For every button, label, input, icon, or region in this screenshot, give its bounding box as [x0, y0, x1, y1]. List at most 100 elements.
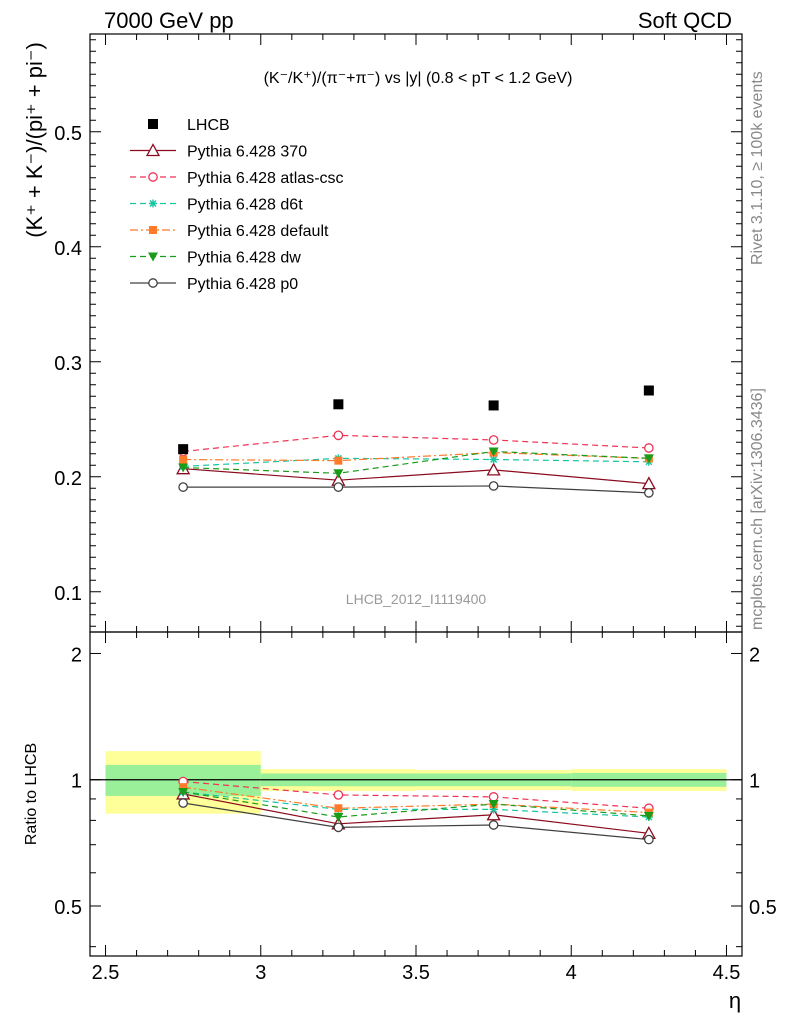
- ratio-data-point: [178, 787, 189, 797]
- main-ytick-label: 0.4: [54, 238, 82, 260]
- reference-data-point: [178, 444, 189, 455]
- x-tick-label: 4: [566, 962, 577, 984]
- legend-marker: [148, 172, 158, 182]
- main-series-line: [183, 457, 649, 467]
- ratio-axis-ticks: 0.5 0.5 1 1 2 2 2.5 3 3.5 4 4.5: [54, 632, 777, 984]
- legend-label: Pythia 6.428 370: [187, 144, 307, 161]
- ratio-plot-area: [176, 776, 656, 845]
- legend-entry: Pythia 6.428 default: [130, 223, 329, 240]
- main-ytick-label: 0.1: [54, 583, 82, 605]
- ratio-ytick-label-right: 1: [749, 771, 760, 793]
- x-tick-label: 3: [255, 962, 266, 984]
- x-tick-label: 3.5: [402, 962, 430, 984]
- main-ytick-label: 0.5: [54, 123, 82, 145]
- legend-label: Pythia 6.428 default: [187, 223, 329, 240]
- main-ytick-label: 0.2: [54, 468, 82, 490]
- ratio-data-point: [179, 783, 188, 792]
- main-data-point: [486, 462, 501, 476]
- main-plot-area: [176, 385, 656, 498]
- legend-entry: Pythia 6.428 atlas-csc: [130, 170, 344, 187]
- main-data-point: [333, 469, 344, 479]
- reference-data-point: [643, 385, 654, 396]
- main-data-point: [333, 482, 344, 492]
- legend-entry: Pythia 6.428 d6t: [130, 197, 303, 214]
- ratio-frame: [89, 631, 743, 957]
- main-ytick-label: 0.3: [54, 353, 82, 375]
- ratio-data-point: [333, 790, 344, 800]
- legend-marker: [149, 226, 157, 234]
- main-title: (K⁻/K⁺)/(π⁻+π⁻) vs |y| (0.8 < pT < 1.2 G…: [264, 70, 573, 87]
- main-data-point: [178, 482, 188, 492]
- ratio-ytick-label-right: 2: [749, 644, 760, 666]
- legend-marker: [148, 119, 158, 129]
- ratio-data-point: [488, 792, 499, 802]
- ratio-ytick-label: 1: [71, 771, 82, 793]
- header-right: Soft QCD: [638, 8, 732, 33]
- source-label: mcplots.cern.ch [arXiv:1306.3436]: [749, 388, 766, 630]
- legend-label: Pythia 6.428 d6t: [187, 197, 303, 214]
- legend-label: Pythia 6.428 dw: [187, 250, 301, 267]
- ratio-data-point: [178, 798, 188, 808]
- legend-entry: Pythia 6.428 dw: [130, 250, 301, 267]
- main-data-point: [644, 487, 654, 498]
- x-axis-label: η: [729, 988, 741, 1013]
- ratio-series-line: [183, 791, 649, 818]
- main-data-point: [488, 447, 499, 457]
- x-tick-label: 2.5: [92, 962, 120, 984]
- main-series-line: [183, 468, 649, 485]
- ratio-data-point: [488, 820, 499, 830]
- legend-marker: [149, 199, 157, 208]
- main-data-point: [488, 435, 499, 445]
- main-axis-ticks: 0.1 0.2 0.3 0.4 0.5: [54, 34, 742, 632]
- main-ylabel: (K⁺ + K⁻)/(pi⁺ + pi⁻): [22, 42, 47, 238]
- rivet-label: Rivet 3.1.10, ≥ 100k events: [749, 71, 766, 265]
- ratio-data-point: [486, 807, 501, 821]
- main-data-point: [644, 443, 654, 453]
- ratio-ytick-label: 2: [71, 644, 82, 666]
- ratio-data-point: [333, 822, 344, 833]
- legend-label: Pythia 6.428 atlas-csc: [187, 170, 344, 187]
- main-series-line: [183, 485, 649, 494]
- ratio-panel: 0.5 0.5 1 1 2 2 2.5 3 3.5 4 4.5 Ratio to LHCB η: [23, 631, 777, 1013]
- ratio-data-point: [334, 804, 343, 813]
- ratio-data-point: [643, 811, 654, 821]
- ratio-data-point: [488, 800, 499, 810]
- reference-data-point: [488, 400, 499, 411]
- main-data-point: [488, 481, 499, 491]
- ratio-data-point: [333, 812, 344, 822]
- legend-marker: [145, 143, 161, 157]
- legend-marker: [148, 278, 158, 288]
- watermark: LHCB_2012_I1119400: [346, 591, 487, 607]
- ratio-ytick-label-right: 0.5: [749, 897, 777, 919]
- main-data-point: [333, 430, 344, 441]
- x-tick-label: 4.5: [713, 962, 741, 984]
- main-series-line: [183, 451, 649, 462]
- legend-entry: Pythia 6.428 370: [130, 143, 307, 161]
- main-data-point: [178, 463, 189, 473]
- ratio-data-point: [644, 834, 654, 845]
- ratio-series-line: [183, 786, 649, 814]
- legend: LHCB Pythia 6.428 370 Pythia 6.428 atlas-c…: [130, 117, 344, 293]
- legend-entry: Pythia 6.428 p0: [130, 276, 298, 293]
- ratio-series-line: [183, 791, 649, 818]
- header-left: 7000 GeV pp: [104, 8, 234, 33]
- main-series-line: [183, 434, 649, 453]
- legend-entry: LHCB: [148, 117, 230, 134]
- main-series-line: [183, 450, 649, 474]
- main-data-point: [643, 454, 654, 464]
- legend-marker: [148, 252, 158, 262]
- ratio-ytick-label: 0.5: [54, 897, 82, 919]
- ratio-data-point: [489, 805, 498, 814]
- legend-label: LHCB: [187, 117, 230, 134]
- legend-label: Pythia 6.428 p0: [187, 276, 298, 293]
- ratio-series-line: [183, 780, 649, 809]
- reference-data-point: [333, 399, 344, 410]
- ratio-ylabel: Ratio to LHCB: [23, 743, 40, 845]
- ratio-series-line: [183, 793, 649, 834]
- main-data-point: [489, 455, 498, 464]
- main-data-point: [334, 456, 343, 465]
- ratio-series-line: [183, 802, 649, 841]
- main-panel: 0.1 0.2 0.3 0.4 0.5 (K⁻/K⁺)/(π⁻+π⁻) vs |y| (…: [22, 33, 743, 633]
- main-data-point: [179, 455, 188, 464]
